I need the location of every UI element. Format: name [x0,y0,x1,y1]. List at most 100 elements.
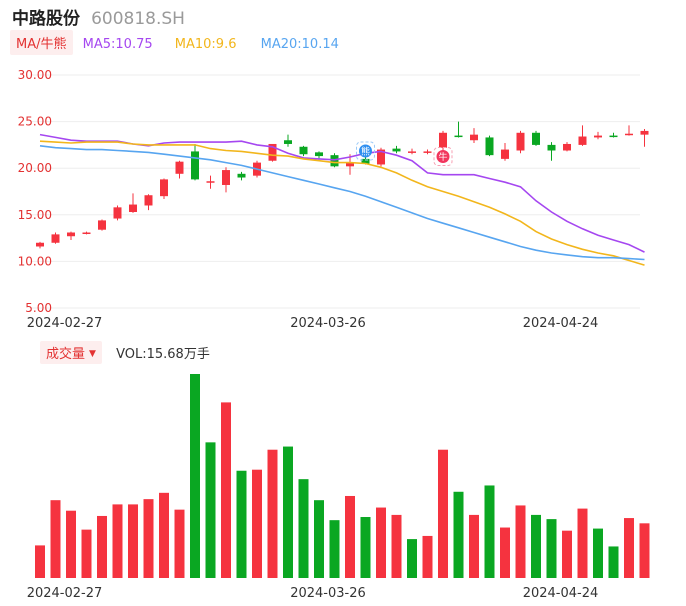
candle [222,167,230,193]
candle-body [594,135,602,138]
candle-body [144,195,153,206]
candle-body [299,146,308,155]
date-tick-label: 2024-04-24 [523,316,599,331]
ma-legend-bar: MA/牛熊 MA5:10.75 MA10:9.6 MA20:10.14 [10,30,339,55]
candle-body [206,181,215,183]
bear-marker[interactable]: 熊 [356,141,375,161]
candle [547,142,556,161]
price-tick-label: 5.00 [25,301,52,315]
volume-indicator-button[interactable]: 成交量 ▼ [40,341,102,364]
volume-bar [329,520,340,578]
candle [98,219,106,231]
volume-bar [314,500,324,578]
candle-body [532,132,540,145]
volume-bar [159,492,169,578]
candle-body [82,232,91,235]
volume-bar [35,545,45,578]
candle [160,178,168,199]
volume-bar [438,449,448,578]
candle-body [160,179,168,197]
candle-body [485,137,494,156]
candle [578,125,587,146]
price-grid [30,74,640,309]
price-tick-label: 15.00 [18,208,52,222]
candle [392,145,401,154]
candle [423,149,432,155]
candle-body [408,151,416,153]
candle-body [67,232,75,237]
candle-body [454,135,463,138]
candle [609,132,618,138]
candle [36,241,44,249]
candle [284,134,292,147]
candle [299,145,308,157]
candle-body [625,133,633,136]
volume-bar [577,508,588,578]
volume-bar [500,527,510,578]
candle-body [563,143,571,151]
candle-body [578,136,587,145]
candle-body [501,149,509,159]
candle [175,160,184,179]
candle-body [237,173,246,178]
candle [408,148,416,155]
volume-bar [608,546,619,578]
volume-bar [190,374,200,578]
candle [67,231,75,240]
candle-body [423,151,432,153]
volume-bar [267,449,278,578]
volume-indicator-label: 成交量 [46,347,86,362]
stock-name: 中路股份 [12,9,80,29]
candle [516,130,525,154]
candle-body [113,207,122,219]
candlestick-series [36,121,649,249]
volume-bar [81,529,92,578]
volume-bar [593,528,603,578]
date-tick-label: 2024-04-24 [523,586,599,601]
volume-bar [376,507,386,578]
stock-header: 中路股份 600818.SH [12,4,185,29]
candle-body [392,148,401,152]
candle-body [284,140,292,144]
ma-indicator-button[interactable]: MA/牛熊 [10,30,73,55]
moving-average-lines [39,133,645,266]
volume-bar [298,479,309,578]
price-axis: 30.00 25.00 20.00 15.00 10.00 5.00 [18,68,52,315]
volume-bar [252,469,262,578]
volume-legend-bar: 成交量 ▼ VOL:15.68万手 [40,341,210,364]
candle-body [268,143,277,161]
candle-body [547,144,556,151]
volume-bar [453,491,464,578]
volume-value: VOL:15.68万手 [116,347,210,362]
marker-label: 牛 [438,151,447,163]
price-tick-label: 25.00 [18,115,52,129]
candle [377,147,385,167]
candle [82,231,91,235]
volume-bars [35,374,650,578]
candle-body [470,134,478,141]
volume-bar [562,530,572,578]
price-tick-label: 30.00 [18,68,52,82]
candle [532,130,540,146]
volume-date-axis: 2024-02-27 2024-03-26 2024-04-24 [27,586,599,601]
bull-marker[interactable]: 牛 [433,146,453,166]
stock-code: 600818.SH [91,9,185,29]
ma5-value: MA5:10.75 [82,37,153,52]
volume-bar [391,514,402,578]
ma20-value: MA20:10.14 [260,37,339,52]
candle [625,125,633,136]
candle-body [51,234,60,243]
volume-bar [546,519,557,578]
marker-label: 熊 [361,146,370,158]
candle [237,171,246,181]
volume-bar [236,470,247,578]
candle [501,143,509,161]
candle-body [330,155,339,167]
marker-ring [433,146,453,166]
volume-bar [531,514,541,578]
date-tick-label: 2024-03-26 [290,316,366,331]
volume-bar [484,485,495,578]
candle-body [377,149,385,165]
volume-bar [221,402,231,578]
